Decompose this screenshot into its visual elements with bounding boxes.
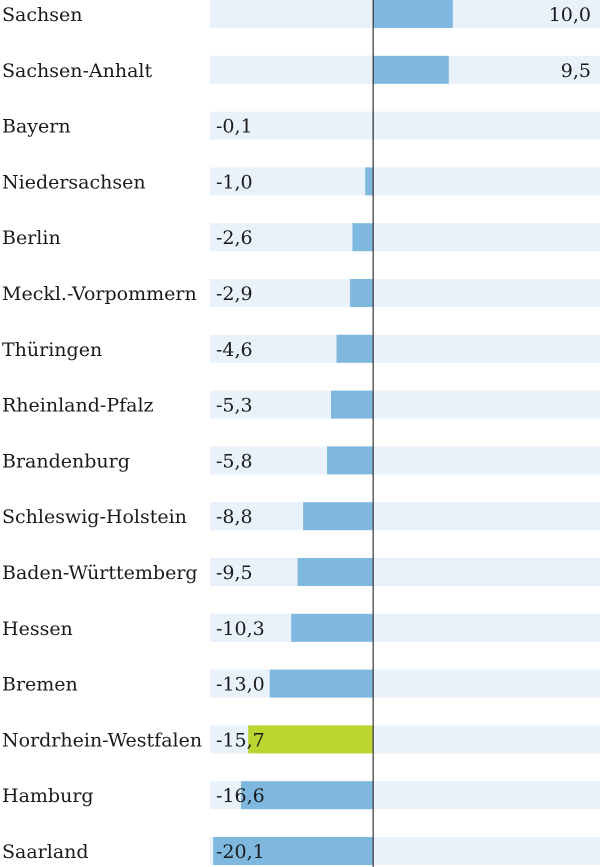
- category-label: Schleswig-Holstein: [2, 506, 187, 528]
- row-band: [210, 223, 600, 252]
- value-label: -16,6: [216, 785, 265, 807]
- category-label: Thüringen: [2, 339, 102, 361]
- value-label: -1,0: [216, 171, 253, 193]
- value-label: 10,0: [549, 4, 591, 26]
- category-label: Rheinland-Pfalz: [2, 395, 154, 417]
- bar: [373, 0, 453, 28]
- bar: [336, 334, 374, 363]
- value-label: -10,3: [216, 618, 265, 640]
- category-label: Brandenburg: [2, 450, 130, 472]
- category-label: Baden-Württemberg: [2, 562, 198, 584]
- bar: [291, 613, 374, 642]
- bar: [327, 446, 374, 475]
- row-band: [210, 502, 600, 531]
- bar: [373, 55, 449, 84]
- row-band: [210, 167, 600, 196]
- row-band: [210, 390, 600, 419]
- category-label: Niedersachsen: [2, 171, 146, 193]
- category-label: Berlin: [2, 227, 61, 249]
- value-label: -9,5: [216, 562, 253, 584]
- category-label: Hamburg: [2, 785, 94, 807]
- value-label: -4,6: [216, 339, 253, 361]
- row-band: [210, 613, 600, 642]
- bar: [365, 167, 374, 196]
- bar: [350, 279, 374, 307]
- value-label: -5,8: [216, 450, 253, 472]
- bar: [269, 669, 374, 698]
- row-band: [210, 334, 600, 363]
- category-label: Hessen: [2, 618, 73, 640]
- value-label: -2,6: [216, 227, 253, 249]
- category-label: Meckl.-Vorpommern: [2, 283, 197, 305]
- value-label: -5,3: [216, 395, 253, 417]
- category-label: Saarland: [2, 841, 89, 863]
- row-band: [210, 558, 600, 586]
- value-label: -15,7: [216, 729, 265, 751]
- category-label: Sachsen-Anhalt: [2, 60, 152, 82]
- category-label: Sachsen: [2, 4, 82, 26]
- value-label: -2,9: [216, 283, 253, 305]
- bar: [303, 502, 374, 531]
- row-band: [210, 111, 600, 140]
- highlight-bar: [248, 725, 374, 754]
- value-label: -0,1: [216, 116, 253, 138]
- value-label: 9,5: [561, 60, 591, 82]
- bar: [330, 390, 374, 419]
- category-label: Bayern: [2, 116, 71, 138]
- bar: [213, 837, 374, 865]
- value-label: -8,8: [216, 506, 253, 528]
- category-label: Bremen: [2, 674, 78, 696]
- bar: [297, 558, 374, 586]
- row-band: [210, 279, 600, 307]
- category-label: Nordrhein-Westfalen: [2, 729, 202, 751]
- bar: [352, 223, 374, 252]
- value-label: -20,1: [216, 841, 265, 863]
- bar: [241, 781, 374, 810]
- row-band: [210, 446, 600, 475]
- value-label: -13,0: [216, 674, 265, 696]
- row-band: [210, 669, 600, 698]
